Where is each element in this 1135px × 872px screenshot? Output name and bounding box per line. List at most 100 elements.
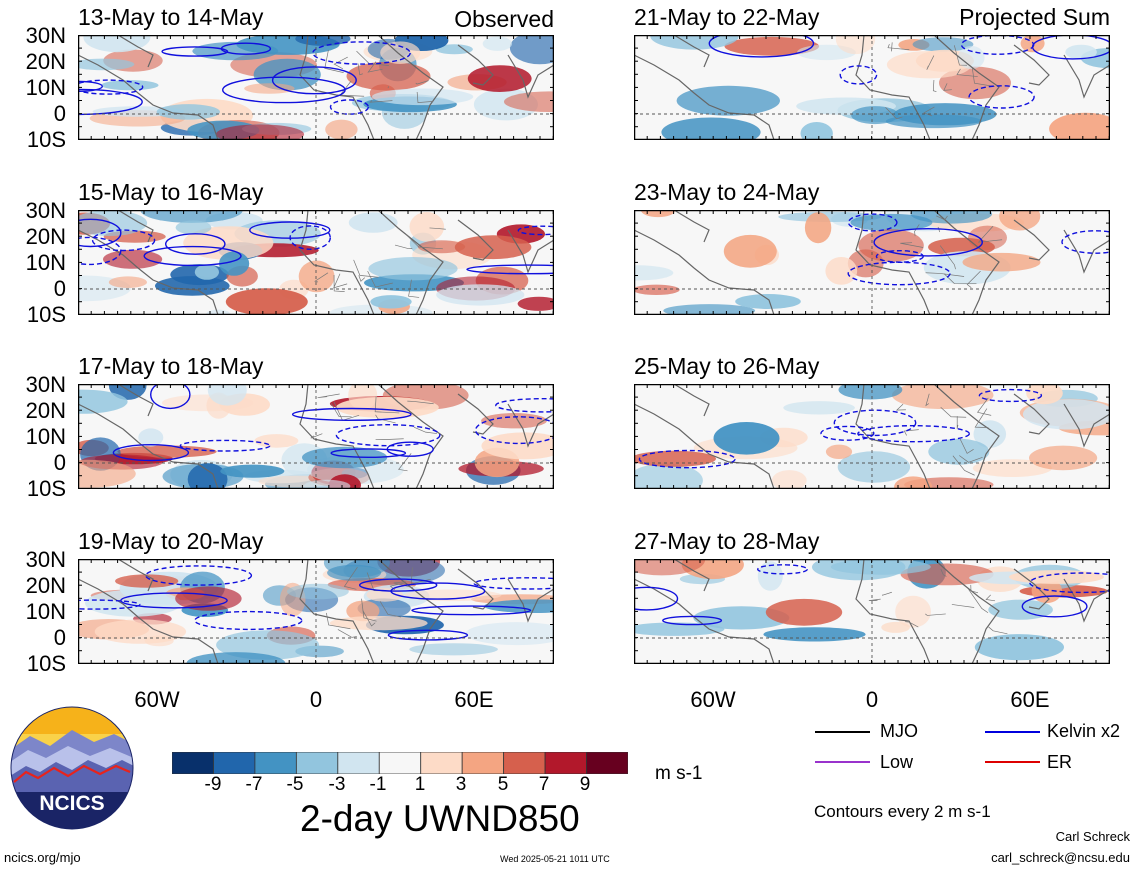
kelvin-contour <box>857 425 971 443</box>
country-border <box>988 626 1008 635</box>
lat-label: 30N <box>25 547 66 572</box>
map-panel-projected-3 <box>634 384 1110 489</box>
kelvin-contour <box>847 213 898 232</box>
coastline-africa-west <box>299 35 375 140</box>
kelvin-contour <box>291 407 412 422</box>
coastline-africa-west <box>299 210 375 315</box>
anomaly-shading <box>910 210 993 224</box>
kelvin-contour <box>145 565 253 586</box>
country-border <box>375 414 396 424</box>
colorbar-swatch <box>420 752 463 774</box>
country-border <box>882 591 892 596</box>
colorbar-swatch <box>544 752 587 774</box>
lat-label: 0 <box>53 101 66 126</box>
map-panel-projected-2 <box>634 210 1110 315</box>
lon-label-right-60e: 60E <box>1010 687 1050 712</box>
anomaly-shading <box>837 451 911 483</box>
footer-url: ncics.org/mjo <box>4 850 81 865</box>
lat-label: 0 <box>53 450 66 475</box>
colorbar-swatch <box>337 752 380 774</box>
anomaly-shading <box>1022 399 1110 430</box>
anomaly-shading <box>974 634 1064 661</box>
kelvin-contour <box>662 615 723 626</box>
legend-label-kelvin: Kelvin x2 <box>1047 721 1121 741</box>
colorbar-swatch <box>378 752 422 774</box>
coastline-arabia <box>457 393 494 435</box>
colorbar-swatch <box>254 752 297 774</box>
anomaly-shading <box>194 264 219 280</box>
anomaly-shading <box>435 44 473 55</box>
anomaly-shading <box>298 260 335 293</box>
country-border <box>940 407 967 418</box>
anomaly-shading <box>329 616 428 631</box>
anomaly-shading <box>825 444 853 459</box>
projected-sum-label: Projected Sum <box>959 4 1110 30</box>
colorbar-swatch <box>586 752 628 774</box>
country-border <box>324 49 344 73</box>
coastline-africa-east <box>377 210 444 315</box>
anomaly-shading <box>348 212 398 233</box>
kelvin-contour <box>220 42 272 55</box>
coastline-india <box>507 578 554 623</box>
anomaly-shading <box>409 212 445 242</box>
lon-label-left-60e: 60E <box>454 687 494 712</box>
country-border <box>956 68 978 77</box>
anomaly-shading <box>117 445 217 458</box>
anomaly-shading <box>482 36 513 51</box>
anomaly-shading <box>481 432 554 460</box>
country-border <box>914 224 920 237</box>
coastline-india <box>507 229 554 274</box>
panel-title-observed-1: 13-May to 14-May <box>78 4 264 30</box>
lat-label: 10N <box>25 250 66 275</box>
anomaly-shading <box>912 37 974 52</box>
lat-label: 10N <box>25 599 66 624</box>
lat-label: 20N <box>25 398 66 423</box>
country-border <box>361 598 377 622</box>
coastline-americas <box>634 403 775 489</box>
kelvin-contour <box>194 610 303 631</box>
lon-label-right-0: 0 <box>865 687 879 712</box>
map-panel-observed-2 <box>78 210 554 315</box>
coastline-arabia <box>1013 219 1050 261</box>
country-border <box>970 584 979 594</box>
anomaly-shading <box>962 252 1041 272</box>
anomaly-shading <box>634 450 716 467</box>
kelvin-contour <box>847 261 951 286</box>
kelvin-contour <box>165 233 226 255</box>
coastline-africa-west <box>299 559 375 664</box>
coastline-caribbean <box>673 210 710 243</box>
coastline-americas <box>78 403 219 489</box>
anomaly-shading <box>436 284 525 306</box>
anomaly-shading <box>207 384 247 406</box>
kelvin-contour <box>1061 230 1110 254</box>
kelvin-contour <box>78 218 122 248</box>
anomaly-shading <box>634 559 706 576</box>
anomaly-shading <box>891 384 994 409</box>
map-panel-projected-4 <box>634 559 1110 664</box>
colorbar-tick: -3 <box>328 774 346 795</box>
country-border <box>379 601 402 618</box>
panel-title-projected-3: 25-May to 26-May <box>634 353 820 379</box>
colorbar-tick: -5 <box>286 774 304 795</box>
country-border <box>971 67 995 87</box>
anomaly-shading <box>783 401 855 415</box>
coastline-americas <box>78 578 219 664</box>
lat-label: 20N <box>25 49 66 74</box>
anomaly-shading <box>850 213 933 232</box>
country-border <box>416 91 434 103</box>
legend-lines <box>815 731 1040 763</box>
country-border <box>932 79 937 92</box>
coastline-americas <box>634 578 775 664</box>
country-border <box>953 45 967 66</box>
country-border <box>959 455 983 463</box>
colorbar-tick: -1 <box>369 774 387 795</box>
anomaly-shading <box>504 91 554 112</box>
lat-label: 10S <box>26 127 66 152</box>
kelvin-contour <box>120 592 228 609</box>
panel-title-observed-2: 15-May to 16-May <box>78 179 264 205</box>
anomaly-shading <box>825 257 858 285</box>
coastline-africa-west <box>855 35 931 140</box>
lat-label: 30N <box>25 198 66 223</box>
map-panel-observed-4 <box>78 559 554 664</box>
anomaly-shading <box>724 36 820 56</box>
